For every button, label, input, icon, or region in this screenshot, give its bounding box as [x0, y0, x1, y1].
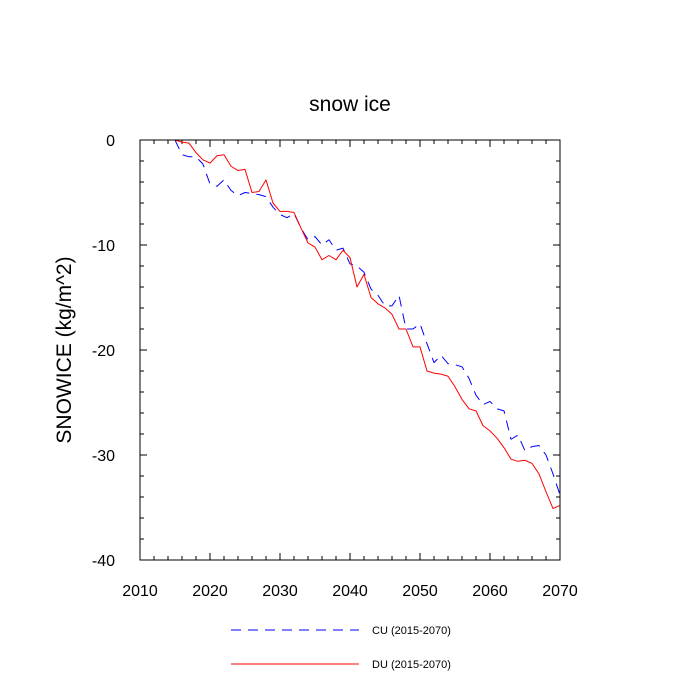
legend-label-cu: CU (2015-2070) [372, 625, 451, 637]
chart-title: snow ice [309, 93, 391, 116]
plot-frame [139, 139, 561, 561]
series-line-du [174, 139, 561, 510]
x-tick-label: 2020 [192, 583, 228, 600]
axis-tick-labels: 2010 2020 2030 2040 2050 2060 2070 0 -10 -20 -30 -4… [92, 133, 578, 600]
x-tick-label: 2070 [542, 583, 578, 600]
y-tick-label: 0 [106, 133, 115, 150]
legend: CU (2015-2070) DU (2015-2070) [231, 625, 451, 671]
y-tick-label: -10 [92, 238, 115, 255]
x-tick-label: 2010 [122, 583, 158, 600]
y-tick-label: -20 [92, 343, 115, 360]
x-tick-label: 2050 [402, 583, 438, 600]
series-lines [174, 139, 561, 510]
series-line-cu [174, 139, 561, 496]
x-tick-label: 2030 [262, 583, 298, 600]
legend-label-du: DU (2015-2070) [372, 659, 451, 671]
y-axis-label: SNOWICE (kg/m^2) [53, 256, 76, 443]
x-tick-label: 2060 [472, 583, 508, 600]
y-tick-label: -30 [92, 448, 115, 465]
x-tick-label: 2040 [332, 583, 368, 600]
y-tick-label: -40 [92, 553, 115, 570]
axis-ticks [139, 139, 561, 561]
